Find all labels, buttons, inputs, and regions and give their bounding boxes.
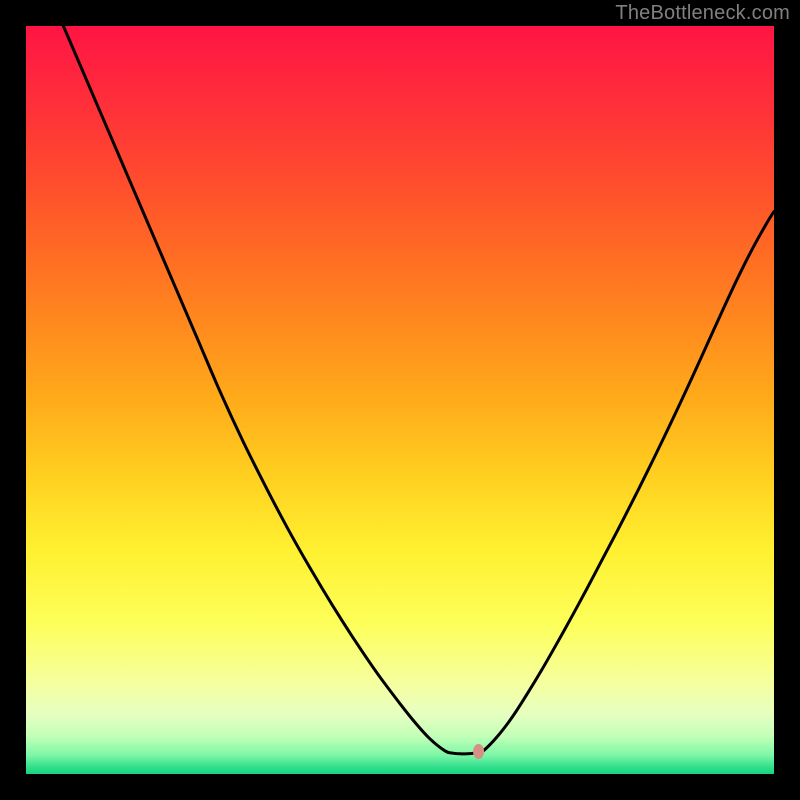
- gradient-background: [26, 26, 774, 774]
- chart-frame: TheBottleneck.com: [0, 0, 800, 800]
- valley-marker: [473, 744, 484, 759]
- plot-area: [26, 26, 774, 774]
- bottleneck-chart: [26, 26, 774, 774]
- watermark-text: TheBottleneck.com: [615, 2, 790, 25]
